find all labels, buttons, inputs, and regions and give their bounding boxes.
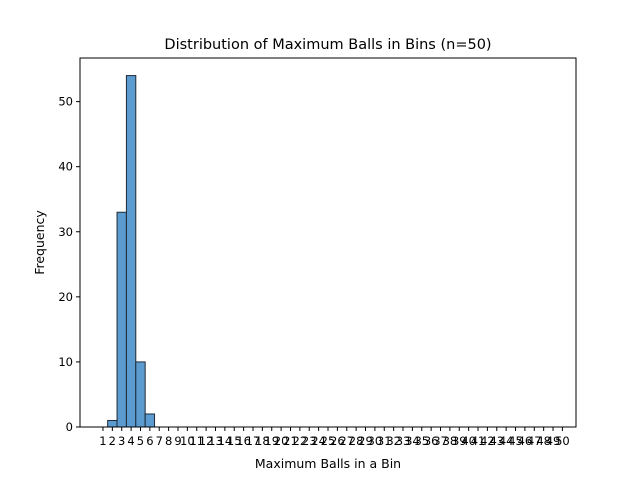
x-tick-label: 42 — [480, 434, 495, 448]
x-tick-label: 6 — [146, 434, 153, 448]
x-tick-label: 45 — [508, 434, 523, 448]
x-tick-label: 50 — [555, 434, 570, 448]
x-tick-label: 11 — [189, 434, 204, 448]
x-tick-label: 40 — [461, 434, 476, 448]
x-tick-label: 17 — [246, 434, 261, 448]
x-tick-label: 2 — [109, 434, 116, 448]
x-tick-label: 21 — [283, 434, 298, 448]
x-tick-label: 8 — [165, 434, 172, 448]
x-tick-label: 22 — [293, 434, 308, 448]
bar-6 — [144, 413, 156, 428]
x-tick-label: 36 — [424, 434, 439, 448]
bar-3 — [116, 211, 127, 428]
x-tick-label: 24 — [311, 434, 326, 448]
x-tick-label: 43 — [489, 434, 504, 448]
y-tick-label: 20 — [58, 290, 73, 304]
x-tick-label: 28 — [349, 434, 364, 448]
x-tick-label: 7 — [156, 434, 163, 448]
y-tick-label: 10 — [58, 355, 73, 369]
x-tick-label: 35 — [414, 434, 429, 448]
x-tick-label: 5 — [137, 434, 144, 448]
x-tick-label: 16 — [236, 434, 251, 448]
x-tick-label: 23 — [302, 434, 317, 448]
y-axis: 0 10 20 30 40 50 — [58, 95, 80, 434]
bar-2 — [107, 419, 118, 428]
x-tick-label: 49 — [546, 434, 561, 448]
x-axis: 1 2 3 4 5 6 7 8 91011121314151617181920212223242… — [99, 427, 570, 448]
x-tick-label: 9 — [174, 434, 181, 448]
y-tick-label: 50 — [58, 95, 73, 109]
x-tick-label: 39 — [452, 434, 467, 448]
x-tick-label: 19 — [264, 434, 279, 448]
x-tick-label: 48 — [536, 434, 551, 448]
x-tick-label: 31 — [377, 434, 392, 448]
x-tick-label: 10 — [180, 434, 195, 448]
y-tick-label: 30 — [58, 225, 73, 239]
chart-title: Distribution of Maximum Balls in Bins (n… — [164, 37, 491, 53]
x-tick-label: 15 — [227, 434, 242, 448]
x-tick-label: 20 — [274, 434, 289, 448]
bar-5 — [135, 361, 146, 428]
x-tick-label: 32 — [386, 434, 401, 448]
x-tick-label: 12 — [199, 434, 214, 448]
plot-frame — [79, 57, 577, 428]
x-tick-label: 41 — [471, 434, 486, 448]
y-tick-label: 40 — [58, 160, 73, 174]
x-tick-label: 1 — [99, 434, 106, 448]
bars-group — [107, 75, 156, 428]
x-tick-label: 47 — [527, 434, 542, 448]
y-axis-label: Frequency — [32, 210, 47, 275]
x-tick-label: 30 — [368, 434, 383, 448]
y-tick-label: 0 — [66, 420, 73, 434]
x-tick-label: 44 — [499, 434, 514, 448]
x-tick-label: 26 — [330, 434, 345, 448]
x-tick-label: 34 — [405, 434, 420, 448]
x-tick-label: 4 — [127, 434, 134, 448]
x-tick-label: 38 — [443, 434, 458, 448]
x-tick-label: 18 — [255, 434, 270, 448]
x-tick-label: 13 — [208, 434, 223, 448]
bar-4 — [125, 75, 137, 428]
x-axis-label: Maximum Balls in a Bin — [255, 456, 401, 471]
x-tick-label: 3 — [118, 434, 125, 448]
x-tick-label: 27 — [339, 434, 354, 448]
x-tick-label: 29 — [358, 434, 373, 448]
x-tick-label: 46 — [518, 434, 533, 448]
x-tick-label: 37 — [433, 434, 448, 448]
x-tick-label: 25 — [321, 434, 336, 448]
x-tick-label: 14 — [218, 434, 233, 448]
x-tick-label: 33 — [396, 434, 411, 448]
